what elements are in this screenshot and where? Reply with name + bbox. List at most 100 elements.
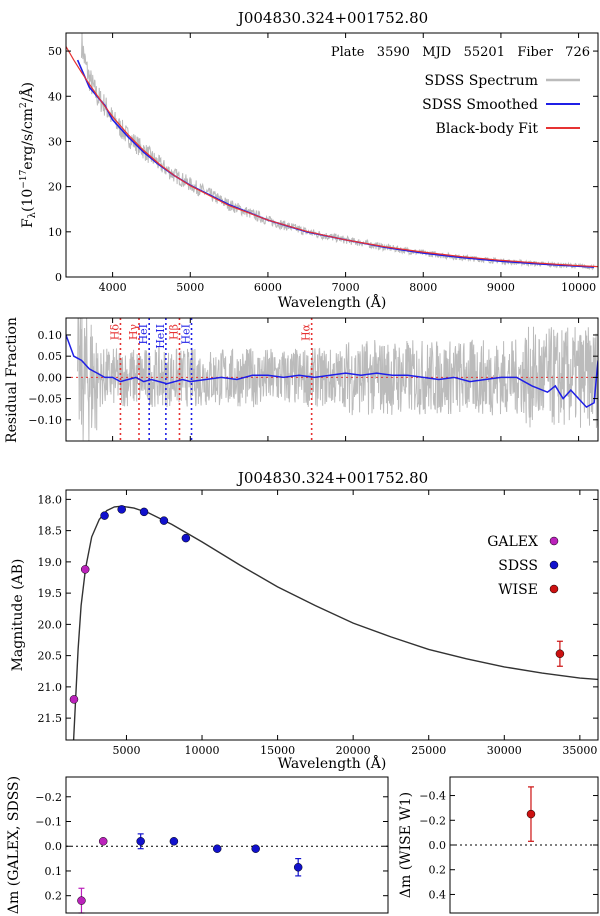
ytick-label: 0.2: [45, 890, 63, 903]
dm-galex-sdss-frame: [65, 776, 389, 914]
dm-wise-axes: −0.4 −0.2 0.0 0.2 0.4: [419, 790, 598, 901]
residual-axes: −0.10 −0.05 0.00 0.05 0.10: [28, 318, 598, 441]
photometry-axes: 18.0 18.5 19.0 19.5 20.0 20.5 21.0 21.5 5000 1000…: [38, 490, 598, 757]
legend-marker: [549, 584, 559, 594]
xtick-label: 9000: [487, 281, 515, 294]
ytick-label: 19.5: [38, 587, 63, 600]
sdss-point: [293, 863, 303, 872]
dm-wise-panel: −0.4 −0.2 0.0 0.2 0.4 Δm (WISE W1): [398, 776, 599, 914]
spectral-line-label: Hα: [300, 323, 313, 341]
ytick-label: 18.0: [38, 493, 63, 506]
photometry-xlabel: Wavelength (Å): [278, 754, 387, 772]
model-curve: [72, 505, 598, 740]
residual-smoothed-line: [66, 334, 598, 409]
ytick-label: 19.0: [38, 556, 63, 569]
ylabel-lambda: λ: [27, 211, 38, 218]
ylabel-f: F: [20, 218, 36, 228]
residual-frame: [65, 317, 599, 442]
xtick-label: 5000: [176, 281, 204, 294]
xtick-label: 5000: [112, 744, 140, 757]
ytick-label: −0.1: [35, 816, 62, 829]
xtick-label: 7000: [332, 281, 360, 294]
dm-wise-plot-area: [450, 786, 598, 846]
spectral-line-label: Hγ: [127, 324, 140, 341]
ytick-label: 0: [55, 271, 62, 284]
dm-wise-ylabel: Δm (WISE W1): [398, 792, 414, 898]
ytick-label: 0.0: [429, 839, 447, 852]
photometry-ylabel: Magnitude (AB): [10, 559, 26, 672]
legend-marker: [549, 536, 559, 546]
legend-label: GALEX: [487, 534, 538, 550]
ylabel-unit: (10: [20, 189, 36, 212]
ytick-label: 21.0: [38, 681, 63, 694]
spectrum-axes: 0 10 20 30 40 50 4000 5000 6000 7000 8000 9000 10000: [48, 33, 598, 294]
xtick-label: 15000: [260, 744, 295, 757]
wise-point: [555, 649, 565, 658]
ylabel-exp2: 2: [19, 102, 29, 108]
spectrum-plate-annotation: Plate 3590 MJD 55201 Fiber 726: [331, 45, 590, 60]
legend-label: SDSS Smoothed: [422, 97, 538, 113]
xtick-label: 10000: [561, 281, 596, 294]
spectrum-ylabel: Fλ(10−17erg/s/cm2/Å): [18, 82, 38, 228]
xtick-label: 20000: [336, 744, 371, 757]
legend-marker: [549, 560, 559, 570]
ylabel-end: /Å): [18, 82, 36, 102]
residual-ylabel: Residual Fraction: [4, 317, 20, 443]
spectrum-panel: J004830.324+001752.80 0 10 20 30 40 50 4000 500…: [18, 9, 599, 311]
ytick-label: 0.1: [45, 865, 63, 878]
ytick-label: 0.2: [429, 864, 447, 877]
ytick-label: 40: [48, 90, 62, 103]
spectral-line-label: HeI: [137, 324, 150, 344]
galex-point: [77, 896, 86, 905]
galex-point: [69, 695, 79, 704]
dm-galex-sdss-plot-area: [66, 833, 388, 914]
dm-galex-sdss-ylabel: Δm (GALEX, SDSS): [6, 776, 22, 914]
photometry-title: J004830.324+001752.80: [236, 469, 428, 487]
sdss-point: [212, 844, 222, 853]
blackbody-fit-line: [66, 46, 598, 268]
ytick-label: 0.10: [38, 329, 63, 342]
ytick-label: 50: [48, 45, 62, 58]
ytick-label: 10: [48, 226, 62, 239]
spectrum-frame: [65, 32, 599, 278]
ytick-label: 0.4: [429, 888, 447, 901]
ytick-label: −0.2: [35, 791, 62, 804]
ytick-label: −0.05: [28, 393, 62, 406]
ylabel-rest: erg/s/cm: [20, 108, 36, 170]
sdss-point: [100, 511, 109, 520]
ytick-label: 21.5: [38, 712, 63, 725]
sdss-point: [136, 837, 145, 846]
photometry-plot-area: [69, 505, 598, 740]
sdss-point: [159, 516, 169, 525]
ytick-label: 0.00: [38, 371, 63, 384]
sdss-point: [117, 505, 126, 514]
xtick-label: 30000: [487, 744, 522, 757]
residual-noise-line: [77, 318, 598, 441]
dm-galex-sdss-axes: −0.2 −0.1 0.0 0.1 0.2: [35, 791, 388, 903]
galex-point: [80, 565, 90, 574]
spectral-line-label: HeII: [154, 324, 167, 349]
sdss-point: [251, 844, 260, 853]
legend-label: Black-body Fit: [436, 121, 539, 137]
spectral-line-label: Hβ: [167, 324, 180, 340]
photometry-frame: [65, 489, 599, 741]
ytick-label: 30: [48, 135, 62, 148]
ytick-label: 20.0: [38, 618, 63, 631]
ytick-label: 18.5: [38, 525, 63, 538]
sdss-point: [181, 533, 191, 543]
spectrum-xlabel: Wavelength (Å): [278, 293, 387, 311]
xtick-label: 4000: [99, 281, 127, 294]
wise-point: [526, 809, 536, 819]
legend-label: SDSS Spectrum: [425, 73, 539, 89]
ytick-label: 20: [48, 181, 62, 194]
sdss-point: [139, 507, 149, 517]
xtick-label: 10000: [185, 744, 220, 757]
ylabel-exp: −17: [19, 169, 29, 188]
photometry-panel: J004830.324+001752.80 18.0 18.5 19.0 19.5 20…: [10, 469, 599, 772]
legend-label: SDSS: [498, 558, 538, 574]
spectrum-title: J004830.324+001752.80: [236, 9, 428, 27]
legend-label: WISE: [498, 582, 538, 598]
ytick-label: −0.2: [419, 814, 446, 827]
